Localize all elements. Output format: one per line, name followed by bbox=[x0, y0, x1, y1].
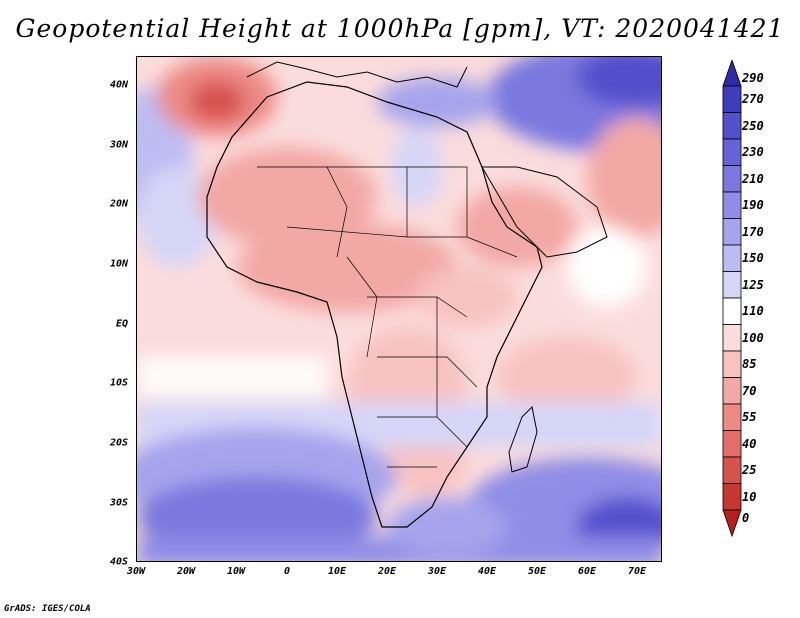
lon-label-60e: 60E bbox=[577, 566, 597, 577]
lat-label-10s: 10S bbox=[109, 377, 128, 389]
colorbar-swatch bbox=[722, 430, 742, 458]
lon-label-0: 0 bbox=[283, 566, 291, 577]
colorbar-label: 210 bbox=[742, 171, 764, 186]
chart-title: Geopotential Height at 1000hPa [gpm], VT… bbox=[15, 14, 785, 43]
lat-label-20n: 20N bbox=[109, 198, 128, 210]
colorbar-label: 190 bbox=[742, 198, 764, 213]
colorbar-swatch bbox=[722, 297, 742, 325]
country-borders bbox=[257, 166, 518, 468]
lat-label-40n: 40N bbox=[109, 79, 128, 91]
colorbar bbox=[722, 60, 742, 538]
colorbar-swatch bbox=[722, 509, 742, 538]
colorbar-swatch bbox=[722, 244, 742, 272]
colorbar-label: 55 bbox=[742, 410, 757, 425]
colorbar-label: 230 bbox=[742, 145, 764, 160]
lon-label-30e: 30E bbox=[427, 566, 447, 577]
colorbar-label: 100 bbox=[742, 330, 764, 345]
colorbar-swatch bbox=[722, 403, 742, 431]
lat-label-30n: 30N bbox=[109, 139, 128, 151]
colorbar-label: 40 bbox=[742, 436, 757, 451]
lon-label-50e: 50E bbox=[527, 566, 547, 577]
colorbar-label: 250 bbox=[742, 118, 764, 133]
colorbar-label: 10 bbox=[742, 489, 757, 504]
madagascar-outline bbox=[508, 405, 538, 473]
lon-label-20w: 20W bbox=[176, 566, 196, 577]
lat-label-10n: 10N bbox=[109, 258, 128, 270]
colorbar-swatch bbox=[722, 218, 742, 246]
colorbar-label: 150 bbox=[742, 251, 764, 266]
europe-coastline bbox=[246, 61, 468, 88]
colorbar-swatch bbox=[722, 112, 742, 140]
colorbar-label: 0 bbox=[742, 510, 750, 525]
colorbar-label: 25 bbox=[742, 463, 757, 478]
africa-coastline bbox=[206, 81, 543, 528]
colorbar-label: 85 bbox=[742, 357, 757, 372]
arabia-outline bbox=[481, 166, 608, 258]
colorbar-swatch bbox=[722, 456, 742, 484]
colorbar-swatch bbox=[722, 191, 742, 219]
map-area bbox=[136, 56, 662, 562]
colorbar-swatch bbox=[722, 138, 742, 166]
colorbar-label: 70 bbox=[742, 383, 757, 398]
colorbar-swatch bbox=[722, 85, 742, 113]
grads-credit: GrADS: IGES/COLA bbox=[4, 604, 91, 614]
lat-label-20s: 20S bbox=[109, 437, 128, 449]
colorbar-label: 170 bbox=[742, 224, 764, 239]
colorbar-swatch bbox=[722, 324, 742, 352]
colorbar-label: 290 bbox=[742, 71, 764, 86]
colorbar-swatch bbox=[722, 60, 742, 87]
lon-label-70e: 70E bbox=[627, 566, 647, 577]
lon-label-20e: 20E bbox=[377, 566, 397, 577]
colorbar-swatch bbox=[722, 350, 742, 378]
colorbar-label: 125 bbox=[742, 277, 764, 292]
lon-label-10e: 10E bbox=[327, 566, 347, 577]
lat-label-eq: EQ bbox=[115, 318, 128, 330]
lon-label-10w: 10W bbox=[226, 566, 246, 577]
colorbar-swatch bbox=[722, 271, 742, 299]
lat-label-40s: 40S bbox=[109, 556, 128, 568]
colorbar-swatch bbox=[722, 483, 742, 511]
colorbar-swatch bbox=[722, 165, 742, 193]
height-field bbox=[137, 57, 661, 561]
lon-label-40e: 40E bbox=[477, 566, 497, 577]
colorbar-swatch bbox=[722, 377, 742, 405]
colorbar-label: 270 bbox=[742, 92, 764, 107]
lat-label-30s: 30S bbox=[109, 497, 128, 509]
colorbar-label: 110 bbox=[742, 304, 764, 319]
lon-label-30w: 30W bbox=[126, 566, 146, 577]
